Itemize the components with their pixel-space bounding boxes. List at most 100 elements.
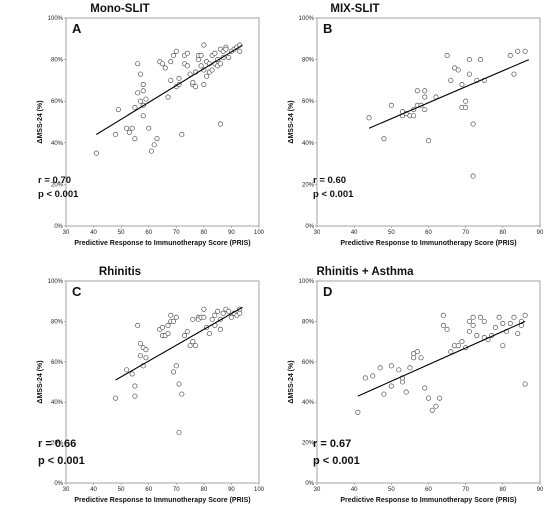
data-point [176, 75, 182, 81]
data-point [459, 339, 465, 345]
data-point [217, 121, 223, 127]
data-point [511, 314, 517, 320]
x-axis-label: Predictive Response to Immunotherapy Sco… [340, 240, 516, 247]
y-tick-label: 0% [54, 481, 63, 487]
y-tick-label: 60% [302, 360, 315, 366]
data-point [190, 79, 196, 86]
p-value: p < 0.001 [313, 455, 360, 467]
data-point [477, 314, 484, 320]
x-tick-label: 30 [63, 487, 70, 493]
trend-line [96, 44, 243, 135]
data-point [140, 88, 146, 94]
data-point [173, 363, 179, 369]
data-point [146, 125, 152, 131]
data-point [170, 52, 177, 58]
data-point [223, 46, 229, 52]
x-tick-label: 40 [351, 230, 358, 236]
chart-svg-d: 30 40 50 60 70 80 90 0% 20% 40% 60% 80% 100% Predicti… [288, 266, 544, 504]
x-tick-label: 50 [118, 230, 125, 236]
data-point [198, 52, 204, 58]
data-point [455, 343, 461, 349]
data-point [470, 121, 476, 127]
y-tick-label: 60% [51, 99, 64, 105]
y-tick-label: 80% [302, 58, 315, 64]
data-point [414, 349, 420, 355]
data-point [474, 332, 480, 339]
data-point [403, 389, 409, 395]
data-point [143, 347, 149, 353]
data-point [381, 391, 387, 397]
data-point [418, 355, 424, 361]
data-point [407, 365, 413, 371]
data-point [148, 148, 155, 154]
x-tick-label: 30 [314, 230, 321, 236]
data-point [477, 57, 484, 63]
data-point [500, 343, 506, 349]
x-tick-label: 100 [254, 230, 265, 236]
data-point [451, 65, 458, 71]
data-point [500, 320, 506, 326]
data-point [522, 381, 528, 387]
y-axis-label: ΔMSS-24 (%) [288, 360, 295, 403]
data-point [220, 310, 226, 316]
data-point [377, 365, 383, 371]
x-tick-label: 60 [145, 487, 152, 493]
data-point [132, 393, 138, 399]
data-point [425, 138, 432, 144]
data-point [159, 324, 166, 331]
x-axis-label: Predictive Response to Immunotherapy Sco… [74, 497, 250, 504]
data-point [173, 314, 179, 320]
data-point [193, 84, 199, 90]
chart-svg-b: 30 40 50 60 70 80 90 0% 20% 40% 60% 80% 100% Predicti… [288, 3, 544, 247]
data-point [511, 71, 517, 77]
data-point [366, 115, 372, 121]
data-point [370, 373, 376, 379]
x-tick-label: 70 [462, 230, 469, 236]
data-point [184, 328, 190, 335]
x-tick-label: 100 [254, 487, 265, 493]
y-tick-label: 80% [302, 319, 315, 325]
data-point [437, 395, 443, 401]
y-tick-label: 40% [302, 141, 315, 147]
x-tick-label: 80 [499, 230, 506, 236]
data-point [209, 67, 215, 73]
data-point [204, 73, 210, 79]
x-tick-label: 50 [388, 230, 395, 236]
data-point [215, 308, 221, 314]
data-point [440, 322, 446, 328]
x-axis-label: Predictive Response to Immunotherapy Sco… [74, 240, 250, 247]
data-point [132, 104, 138, 110]
data-point [165, 330, 171, 337]
data-point [463, 104, 469, 110]
data-point [496, 314, 502, 320]
data-point [455, 67, 461, 73]
y-tick-label: 60% [51, 360, 64, 366]
p-value: p < 0.001 [313, 189, 354, 200]
data-point [411, 355, 417, 361]
data-point [237, 310, 243, 316]
data-point [411, 113, 417, 119]
chart-panel-b: 30 40 50 60 70 80 90 0% 20% 40% 60% 80% 100% Predicti… [275, 0, 550, 259]
y-tick-label: 100% [299, 279, 315, 285]
data-point [522, 48, 528, 54]
data-point [132, 383, 138, 389]
panel-letter: A [72, 21, 82, 36]
data-point [422, 94, 428, 100]
x-tick-label: 60 [425, 230, 432, 236]
data-point [466, 328, 472, 335]
y-axis-label: ΔMSS-24 (%) [37, 100, 44, 143]
data-point [187, 71, 193, 77]
data-point [132, 136, 138, 142]
panel-title: Rhinitis [99, 266, 141, 278]
data-point [184, 63, 190, 69]
chart-panel-c: 30 40 50 60 70 80 90 100 0% 20% 40% 60% 80% 100% Predi… [0, 259, 275, 518]
panel-title: MIX-SLIT [330, 3, 379, 15]
data-point [190, 339, 196, 345]
data-point [226, 308, 232, 314]
data-point [179, 131, 185, 138]
panel-title: Rhinitis + Asthma [316, 266, 414, 278]
y-tick-label: 20% [51, 182, 64, 188]
trend-line [357, 320, 526, 397]
x-tick-label: 50 [388, 487, 395, 493]
x-tick-label: 60 [425, 487, 432, 493]
